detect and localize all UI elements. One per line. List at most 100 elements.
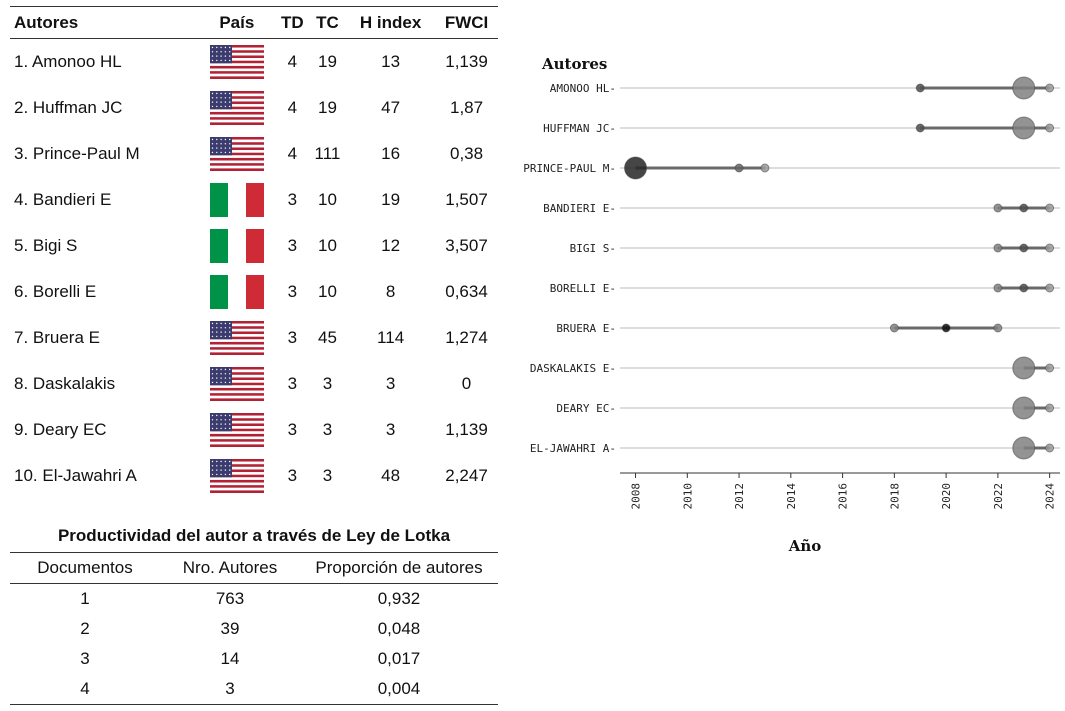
author-cell: 6. Borelli E <box>14 282 97 301</box>
italy-flag-icon <box>209 183 264 217</box>
usa-flag-icon <box>209 321 264 355</box>
td-cell: 4 <box>287 98 298 117</box>
data-point <box>1012 116 1036 140</box>
td-cell: 3 <box>287 374 298 393</box>
h-index-cell: 48 <box>381 466 401 485</box>
y-tick-label: DASKALAKIS E- <box>530 362 616 375</box>
x-axis-title: Año <box>788 537 822 555</box>
tc-cell: 3 <box>322 420 333 439</box>
y-tick-label: BANDIERI E- <box>543 202 616 215</box>
td-cell: 3 <box>287 328 298 347</box>
td-cell: 3 <box>287 190 298 209</box>
td-cell: 3 <box>287 466 298 485</box>
country-cell <box>198 39 276 86</box>
country-cell <box>198 177 276 223</box>
tc-cell: 111 <box>314 144 341 163</box>
author-cell: 3. Prince-Paul M <box>14 144 140 163</box>
fwci-cell: 0 <box>461 374 472 393</box>
h-index-cell: 114 <box>377 328 405 347</box>
x-tick-label: 2022 <box>992 483 1005 510</box>
usa-flag-icon <box>209 91 264 125</box>
country-cell <box>198 131 276 177</box>
table-row: 6. Borelli E 3 10 8 0,634 <box>10 269 498 315</box>
h-index-cell: 16 <box>381 144 401 163</box>
author-cell: 10. El-Jawahri A <box>14 466 137 485</box>
table-row: 3. Prince-Paul M 4 111 16 0,38 <box>10 131 498 177</box>
td-cell: 4 <box>287 144 298 163</box>
data-point <box>1012 76 1036 100</box>
x-tick-label: 2008 <box>630 483 643 510</box>
table-row: 10. El-Jawahri A 3 3 48 2,247 <box>10 453 498 499</box>
data-point <box>915 123 925 133</box>
fwci-cell: 2,247 <box>445 466 488 485</box>
author-cell: 1. Amonoo HL <box>14 52 122 71</box>
table-row: 5. Bigi S 3 10 12 3,507 <box>10 223 498 269</box>
author-timeline-chart: Autores AMONOO HL- HUFFMAN JC- PRINCE-PAUL … <box>523 55 1060 555</box>
data-point <box>1012 436 1036 460</box>
table-row: 9. Deary EC 3 3 3 1,139 <box>10 407 498 453</box>
header-documentos: Documentos <box>10 552 160 584</box>
data-point <box>734 163 744 173</box>
x-tick-label: 2020 <box>940 483 953 510</box>
country-cell <box>198 407 276 453</box>
x-tick-label: 2012 <box>733 483 746 510</box>
italy-flag-icon <box>209 275 264 309</box>
author-cell: 2. Huffman JC <box>14 98 123 117</box>
tc-cell: 3 <box>322 466 333 485</box>
y-tick-label: BIGI S- <box>570 242 616 255</box>
data-point <box>993 283 1003 293</box>
nro-autores-cell: 3 <box>160 674 300 705</box>
country-cell <box>198 315 276 361</box>
x-tick-label: 2010 <box>681 483 694 510</box>
documentos-cell: 4 <box>10 674 160 705</box>
table-row: 2 39 0,048 <box>10 614 498 644</box>
proporcion-cell: 0,932 <box>377 589 421 608</box>
nro-autores-cell: 39 <box>220 619 240 638</box>
td-cell: 3 <box>287 420 298 439</box>
authors-table: Autores País TD TC H index FWCI 1. Amono… <box>10 6 498 499</box>
y-tick-label: BORELLI E- <box>550 282 616 295</box>
data-point <box>993 243 1003 253</box>
data-point <box>941 323 951 333</box>
td-cell: 3 <box>287 282 298 301</box>
author-cell: 5. Bigi S <box>14 236 78 255</box>
data-point <box>624 156 648 180</box>
documentos-cell: 3 <box>80 649 90 668</box>
data-point <box>1045 403 1055 413</box>
author-cell: 9. Deary EC <box>14 420 107 439</box>
td-cell: 4 <box>287 52 298 71</box>
header-fwci: FWCI <box>435 6 498 39</box>
tc-cell: 3 <box>322 374 333 393</box>
usa-flag-icon <box>209 137 264 171</box>
authors-table-header: Autores País TD TC H index FWCI <box>10 6 498 39</box>
fwci-cell: 3,507 <box>445 236 488 255</box>
data-point <box>993 323 1003 333</box>
y-tick-label: EL-JAWAHRI A- <box>530 442 616 455</box>
h-index-cell: 47 <box>381 98 401 117</box>
country-cell <box>198 269 276 315</box>
data-point <box>1045 443 1055 453</box>
documentos-cell: 1 <box>80 589 90 608</box>
header-proporcion: Proporción de autores <box>300 552 498 584</box>
header-nro-autores: Nro. Autores <box>160 552 300 584</box>
author-cell: 7. Bruera E <box>14 328 100 347</box>
tc-cell: 19 <box>317 98 337 117</box>
usa-flag-icon <box>209 459 264 493</box>
data-point <box>1019 243 1029 253</box>
fwci-cell: 1,139 <box>445 420 488 439</box>
data-point <box>1012 396 1036 420</box>
country-cell <box>198 85 276 131</box>
author-cell: 8. Daskalakis <box>14 374 116 393</box>
y-tick-label: AMONOO HL- <box>550 82 616 95</box>
data-point <box>993 203 1003 213</box>
tc-cell: 45 <box>317 328 337 347</box>
lotka-table: Documentos Nro. Autores Proporción de au… <box>10 552 498 705</box>
tc-cell: 19 <box>317 52 337 71</box>
author-cell: 4. Bandieri E <box>14 190 112 209</box>
usa-flag-icon <box>209 413 264 447</box>
h-index-cell: 8 <box>385 282 396 301</box>
proporcion-cell: 0,004 <box>300 674 498 705</box>
y-tick-label: BRUERA E- <box>556 322 616 335</box>
data-point <box>1045 363 1055 373</box>
data-point <box>915 83 925 93</box>
